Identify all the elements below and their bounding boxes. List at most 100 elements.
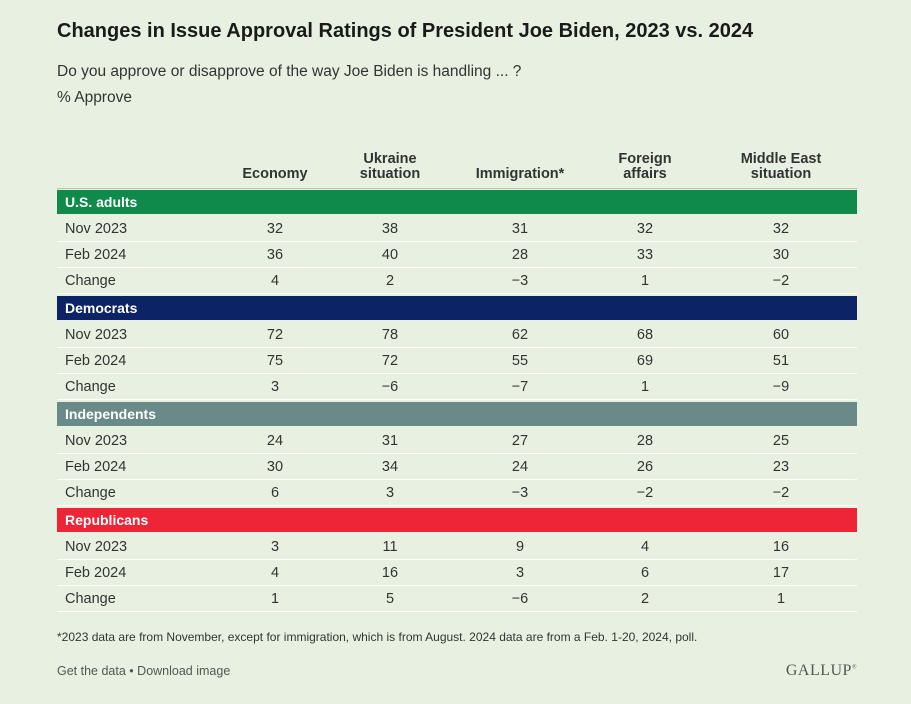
table-row: Feb 2024 30 34 24 26 23 — [57, 454, 857, 480]
row-label: Change — [65, 273, 116, 289]
table-row: Feb 2024 75 72 55 69 51 — [57, 348, 857, 374]
row-label: Change — [65, 591, 116, 607]
column-header: Ukraine situation — [359, 151, 421, 182]
table-cell: 4 — [640, 539, 650, 555]
table-cell: 5 — [385, 591, 395, 607]
table-cell: 11 — [382, 539, 398, 555]
table-cell: −3 — [511, 273, 529, 289]
table-cell: 31 — [511, 221, 529, 237]
row-label: Feb 2024 — [65, 353, 127, 369]
row-label: Change — [65, 485, 116, 501]
table-cell: 2 — [385, 273, 395, 289]
table-cell: 1 — [270, 591, 280, 607]
table-cell: 3 — [385, 485, 395, 501]
table-cell: 16 — [772, 539, 790, 555]
row-label: Change — [65, 379, 116, 395]
table-cell: 9 — [515, 539, 525, 555]
table-cell: 2 — [640, 591, 650, 607]
table-row: Change 3 −6 −7 1 −9 — [57, 374, 857, 400]
table-cell: 55 — [511, 353, 529, 369]
table-row: Change 4 2 −3 1 −2 — [57, 268, 857, 294]
table-cell: 1 — [776, 591, 786, 607]
table-cell: −6 — [511, 591, 529, 607]
table-cell: 1 — [640, 273, 650, 289]
table-cell: 26 — [636, 459, 654, 475]
table-row: Change 6 3 −3 −2 −2 — [57, 480, 857, 506]
row-label: Nov 2023 — [65, 433, 128, 449]
table-cell: 6 — [640, 565, 650, 581]
table-row: Feb 2024 4 16 3 6 17 — [57, 560, 857, 586]
logo-registered-mark: ® — [851, 664, 857, 671]
table-cell: 30 — [772, 247, 790, 263]
column-header: Foreign affairs — [618, 151, 672, 182]
table-cell: 4 — [270, 273, 280, 289]
table-cell: 24 — [266, 433, 284, 449]
row-label: Nov 2023 — [65, 221, 128, 237]
table-cell: 51 — [772, 353, 790, 369]
link-separator: • — [129, 664, 134, 678]
measure-label: % Approve — [57, 89, 132, 106]
table-cell: 25 — [772, 433, 790, 449]
table-cell: −7 — [511, 379, 529, 395]
column-header: Immigration* — [475, 166, 565, 182]
table-cell: 17 — [772, 565, 790, 581]
table-cell: 78 — [381, 327, 399, 343]
table-cell: 28 — [511, 247, 529, 263]
table-cell: 1 — [640, 379, 650, 395]
table-cell: 68 — [636, 327, 654, 343]
table-cell: 16 — [381, 565, 399, 581]
table-row: Nov 2023 24 31 27 28 25 — [57, 428, 857, 454]
table-row: Nov 2023 3 11 9 4 16 — [57, 534, 857, 560]
table-cell: 24 — [511, 459, 529, 475]
column-header: Middle East situation — [740, 151, 822, 182]
table-cell: 69 — [636, 353, 654, 369]
table-cell: 62 — [511, 327, 529, 343]
group-header: Republicans — [57, 508, 857, 532]
group-header: U.S. adults — [57, 190, 857, 214]
table-cell: −2 — [772, 273, 790, 289]
table-cell: 38 — [381, 221, 399, 237]
table-cell: −6 — [381, 379, 399, 395]
chart-title: Changes in Issue Approval Ratings of Pre… — [57, 20, 754, 42]
table-cell: 32 — [772, 221, 790, 237]
row-label: Feb 2024 — [65, 247, 127, 263]
group-header: Democrats — [57, 296, 857, 320]
row-label: Nov 2023 — [65, 539, 128, 555]
table-row: Nov 2023 32 38 31 32 32 — [57, 216, 857, 242]
footnote: *2023 data are from November, except for… — [57, 630, 698, 644]
column-header: Economy — [242, 166, 308, 182]
download-image-link[interactable]: Download image — [137, 664, 231, 678]
table-row: Nov 2023 72 78 62 68 60 — [57, 322, 857, 348]
table-cell: 60 — [772, 327, 790, 343]
table-cell: 34 — [381, 459, 399, 475]
row-label: Feb 2024 — [65, 565, 127, 581]
row-label: Feb 2024 — [65, 459, 127, 475]
header-divider — [57, 188, 857, 189]
table-cell: 27 — [511, 433, 529, 449]
table-cell: 32 — [266, 221, 284, 237]
table-cell: 3 — [270, 539, 280, 555]
table-cell: −2 — [636, 485, 654, 501]
table-cell: −9 — [772, 379, 790, 395]
table-cell: −3 — [511, 485, 529, 501]
table-cell: −2 — [772, 485, 790, 501]
table-cell: 36 — [266, 247, 284, 263]
table-cell: 3 — [515, 565, 525, 581]
table-cell: 4 — [270, 565, 280, 581]
table-cell: 75 — [266, 353, 284, 369]
row-label: Nov 2023 — [65, 327, 128, 343]
logo-text: GALLUP — [785, 662, 852, 679]
chart-subtitle: Do you approve or disapprove of the way … — [57, 63, 522, 80]
group-header: Independents — [57, 402, 857, 426]
table-cell: 23 — [772, 459, 790, 475]
footer-links: Get the data • Download image — [57, 664, 230, 678]
gallup-logo: GALLUP® — [786, 662, 857, 680]
table-cell: 28 — [636, 433, 654, 449]
table-cell: 32 — [636, 221, 654, 237]
table-cell: 72 — [266, 327, 284, 343]
get-data-link[interactable]: Get the data — [57, 664, 126, 678]
table-cell: 40 — [381, 247, 399, 263]
table-cell: 72 — [381, 353, 399, 369]
table-cell: 30 — [266, 459, 284, 475]
table-row: Change 1 5 −6 2 1 — [57, 586, 857, 612]
